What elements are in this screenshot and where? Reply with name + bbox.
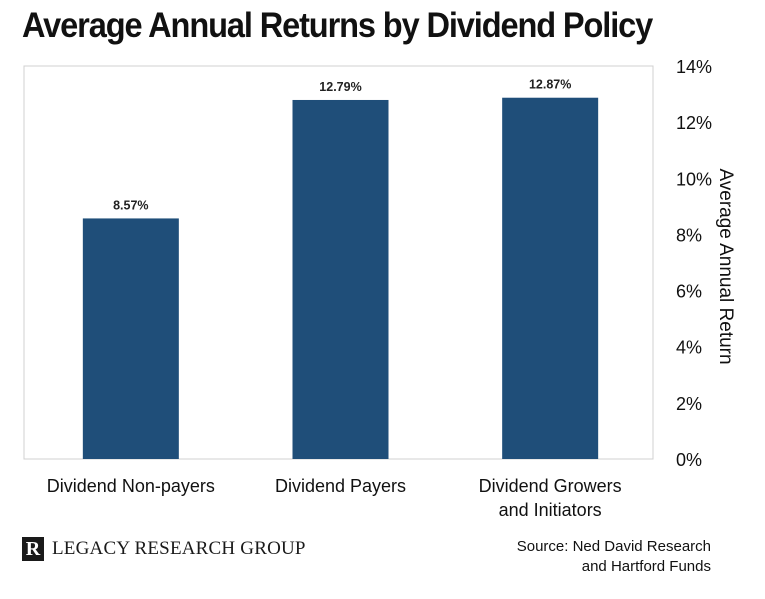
source-note: Source: Ned David Research and Hartford … xyxy=(517,537,711,577)
y-tick-label: 2% xyxy=(676,394,702,414)
source-line-2: and Hartford Funds xyxy=(581,558,711,575)
y-tick-label: 14% xyxy=(676,57,712,77)
chart-title: Average Annual Returns by Dividend Polic… xyxy=(22,6,653,45)
y-axis-title: Average Annual Return xyxy=(715,168,736,364)
y-tick-label: 6% xyxy=(676,282,702,302)
data-label: 12.87% xyxy=(529,78,571,92)
logo-text: LEGACY RESEARCH GROUP xyxy=(52,538,306,559)
bar xyxy=(502,97,599,460)
y-tick-label: 10% xyxy=(676,169,712,189)
logo-mark-icon: R xyxy=(22,537,44,561)
y-tick-label: 12% xyxy=(676,113,712,133)
x-category-label: Dividend Non-payers xyxy=(47,476,215,496)
data-label: 8.57% xyxy=(113,198,148,212)
x-category-label: Dividend Growers and Initiators xyxy=(479,476,622,520)
bar xyxy=(82,218,179,459)
legacy-research-logo: R LEGACY RESEARCH GROUP xyxy=(22,537,306,561)
x-category-label: Dividend Payers xyxy=(275,476,406,496)
y-tick-label: 0% xyxy=(676,450,702,470)
y-tick-label: 8% xyxy=(676,225,702,245)
source-line-1: Source: Ned David Research xyxy=(516,538,711,555)
y-tick-label: 4% xyxy=(676,338,702,358)
data-label: 12.79% xyxy=(319,80,361,94)
bar xyxy=(292,99,389,459)
